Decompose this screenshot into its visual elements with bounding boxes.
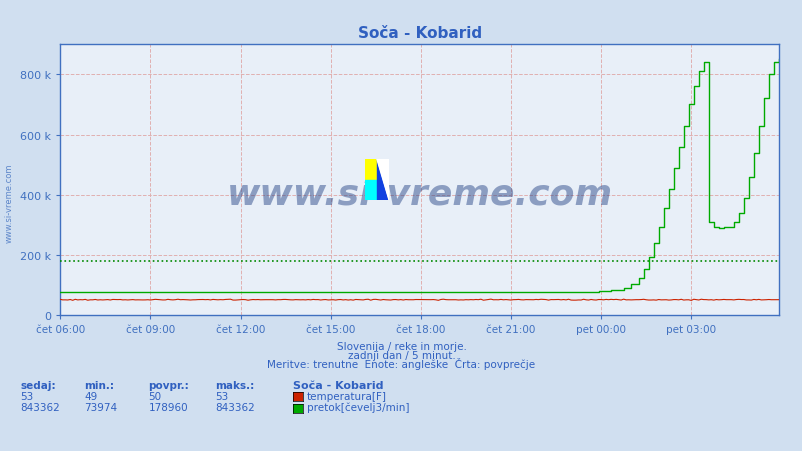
Polygon shape [377, 160, 389, 201]
Text: zadnji dan / 5 minut.: zadnji dan / 5 minut. [347, 350, 455, 360]
Text: povpr.:: povpr.: [148, 380, 189, 390]
Text: 50: 50 [148, 391, 161, 401]
Text: Slovenija / reke in morje.: Slovenija / reke in morje. [336, 341, 466, 351]
Text: maks.:: maks.: [215, 380, 254, 390]
Text: Soča - Kobarid: Soča - Kobarid [293, 380, 383, 390]
Bar [365, 180, 377, 201]
Text: 53: 53 [215, 391, 229, 401]
Text: sedaj:: sedaj: [20, 380, 55, 390]
Text: min.:: min.: [84, 380, 114, 390]
Text: 73974: 73974 [84, 402, 117, 412]
Text: 843362: 843362 [20, 402, 60, 412]
Text: 843362: 843362 [215, 402, 255, 412]
Text: www.si-vreme.com: www.si-vreme.com [226, 177, 612, 211]
Text: pretok[čevelj3/min]: pretok[čevelj3/min] [306, 402, 409, 412]
Text: temperatura[F]: temperatura[F] [306, 391, 387, 401]
Text: www.si-vreme.com: www.si-vreme.com [5, 163, 14, 243]
Text: 49: 49 [84, 391, 98, 401]
Text: 53: 53 [20, 391, 34, 401]
Bar [365, 160, 377, 180]
Title: Soča - Kobarid: Soča - Kobarid [357, 26, 481, 41]
Text: Meritve: trenutne  Enote: angleške  Črta: povprečje: Meritve: trenutne Enote: angleške Črta: … [267, 358, 535, 369]
Bar [377, 160, 389, 201]
Text: 178960: 178960 [148, 402, 188, 412]
